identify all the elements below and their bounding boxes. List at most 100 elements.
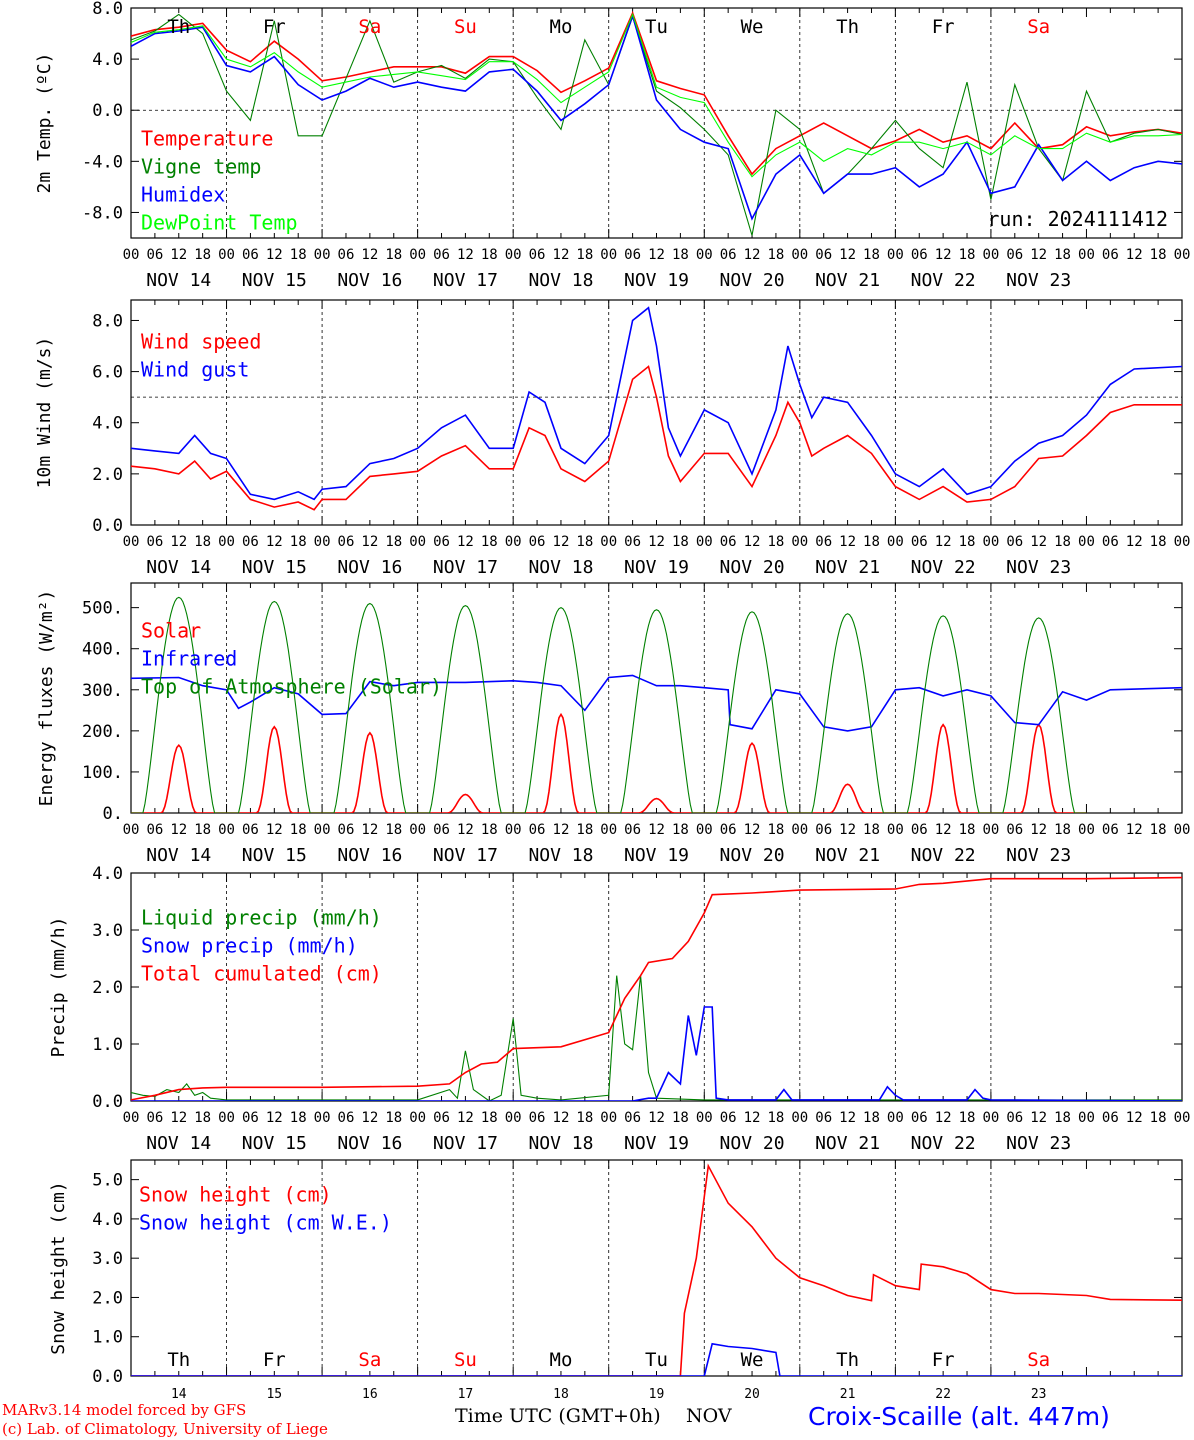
x-hour-label: 06 — [1006, 247, 1023, 263]
x-hour-label: 00 — [218, 822, 235, 838]
x-hour-label: 00 — [600, 822, 617, 838]
weekday-label: Sa — [1027, 1349, 1050, 1371]
series-line-vigne-temp — [131, 13, 1182, 236]
x-hour-label: 00 — [314, 534, 331, 550]
x-hour-label: 06 — [338, 534, 355, 550]
y-tick-label: 8.0 — [92, 311, 123, 331]
lab-credit-line: (c) Lab. of Climatology, University of L… — [2, 1420, 328, 1438]
x-hour-label: 06 — [624, 822, 641, 838]
x-hour-label: 00 — [696, 534, 713, 550]
x-hour-label: 18 — [1150, 1110, 1167, 1126]
x-hour-label: 12 — [839, 822, 856, 838]
x-hour-label: 18 — [481, 1110, 498, 1126]
y-tick-label: 100. — [82, 763, 123, 783]
x-hour-label: 06 — [433, 534, 450, 550]
x-hour-label: 00 — [982, 1110, 999, 1126]
y-tick-label: 4.0 — [92, 50, 123, 70]
x-hour-label: 06 — [815, 534, 832, 550]
x-hour-label: 18 — [385, 534, 402, 550]
x-hour-label: 00 — [982, 822, 999, 838]
day-number-label: 17 — [458, 1387, 474, 1402]
x-hour-label: 06 — [1102, 822, 1119, 838]
x-hour-label: 18 — [959, 247, 976, 263]
weekday-label: Tu — [645, 16, 668, 38]
x-hour-label: 00 — [791, 534, 808, 550]
x-hour-label: 18 — [194, 822, 211, 838]
weekday-label: Th — [167, 1349, 190, 1371]
x-date-label: NOV 19 — [624, 845, 689, 866]
x-hour-label: 18 — [576, 822, 593, 838]
x-hour-label: 06 — [529, 822, 546, 838]
x-hour-label: 12 — [553, 822, 570, 838]
legend-entry: Total cumulated (cm) — [141, 962, 382, 986]
x-hour-label: 12 — [839, 534, 856, 550]
x-hour-label: 06 — [1102, 1110, 1119, 1126]
x-hour-label: 06 — [146, 822, 163, 838]
legend-entry: Infrared — [141, 647, 237, 671]
x-hour-label: 00 — [1174, 1110, 1191, 1126]
x-hour-label: 06 — [1006, 822, 1023, 838]
month-label: NOV — [686, 1405, 732, 1427]
legend-entry: DewPoint Temp — [141, 211, 298, 235]
y-axis-title: Snow height (cm) — [48, 1181, 69, 1354]
x-date-label: NOV 16 — [337, 270, 402, 291]
x-hour-label: 00 — [314, 247, 331, 263]
x-hour-label: 00 — [696, 822, 713, 838]
x-hour-label: 06 — [1006, 1110, 1023, 1126]
x-hour-label: 18 — [863, 247, 880, 263]
x-hour-label: 18 — [672, 1110, 689, 1126]
x-hour-label: 12 — [1030, 822, 1047, 838]
x-date-label: NOV 20 — [720, 557, 785, 578]
x-hour-label: 18 — [385, 247, 402, 263]
x-date-label: NOV 17 — [433, 1133, 498, 1154]
x-hour-label: 18 — [290, 1110, 307, 1126]
weekday-label: Tu — [645, 1349, 668, 1371]
x-hour-label: 12 — [648, 1110, 665, 1126]
x-date-label: NOV 22 — [911, 270, 976, 291]
x-hour-label: 12 — [457, 534, 474, 550]
x-hour-label: 18 — [863, 534, 880, 550]
y-tick-label: -8.0 — [82, 203, 123, 223]
x-hour-label: 12 — [170, 1110, 187, 1126]
x-hour-label: 00 — [696, 1110, 713, 1126]
series-line-total-cumulated-cm- — [131, 876, 1182, 1101]
x-date-label: NOV 16 — [337, 1133, 402, 1154]
x-hour-label: 12 — [553, 534, 570, 550]
x-hour-label: 06 — [433, 822, 450, 838]
x-hour-label: 00 — [123, 1110, 140, 1126]
x-hour-label: 00 — [791, 247, 808, 263]
x-hour-label: 06 — [815, 822, 832, 838]
y-tick-label: 300. — [82, 681, 123, 701]
x-hour-label: 06 — [529, 1110, 546, 1126]
x-hour-label: 00 — [791, 1110, 808, 1126]
x-hour-label: 12 — [1126, 534, 1143, 550]
y-tick-label: 1.0 — [92, 1035, 123, 1055]
x-hour-label: 00 — [887, 822, 904, 838]
y-tick-label: 2.0 — [92, 1288, 123, 1308]
x-hour-label: 06 — [242, 822, 259, 838]
legend-entry: Humidex — [141, 183, 225, 207]
x-hour-label: 06 — [720, 247, 737, 263]
x-hour-label: 06 — [433, 247, 450, 263]
x-hour-label: 18 — [194, 1110, 211, 1126]
x-hour-label: 00 — [887, 534, 904, 550]
x-hour-label: 00 — [887, 1110, 904, 1126]
x-hour-label: 00 — [982, 247, 999, 263]
x-hour-label: 12 — [1126, 822, 1143, 838]
x-date-label: NOV 22 — [911, 557, 976, 578]
x-hour-label: 12 — [1126, 247, 1143, 263]
series-line-liquid-precip-mm-h- — [131, 975, 1182, 1101]
x-date-label: NOV 21 — [815, 557, 880, 578]
x-hour-label: 12 — [266, 247, 283, 263]
x-hour-label: 18 — [959, 1110, 976, 1126]
legend-entry: Top of Atmosphere (Solar) — [141, 675, 442, 699]
x-date-label: NOV 14 — [146, 557, 211, 578]
x-hour-label: 06 — [529, 534, 546, 550]
x-hour-label: 18 — [385, 1110, 402, 1126]
x-hour-label: 18 — [959, 534, 976, 550]
x-hour-label: 18 — [768, 247, 785, 263]
y-tick-label: 0.0 — [92, 1092, 123, 1112]
y-tick-label: -4.0 — [82, 152, 123, 172]
x-hour-label: 06 — [1102, 247, 1119, 263]
